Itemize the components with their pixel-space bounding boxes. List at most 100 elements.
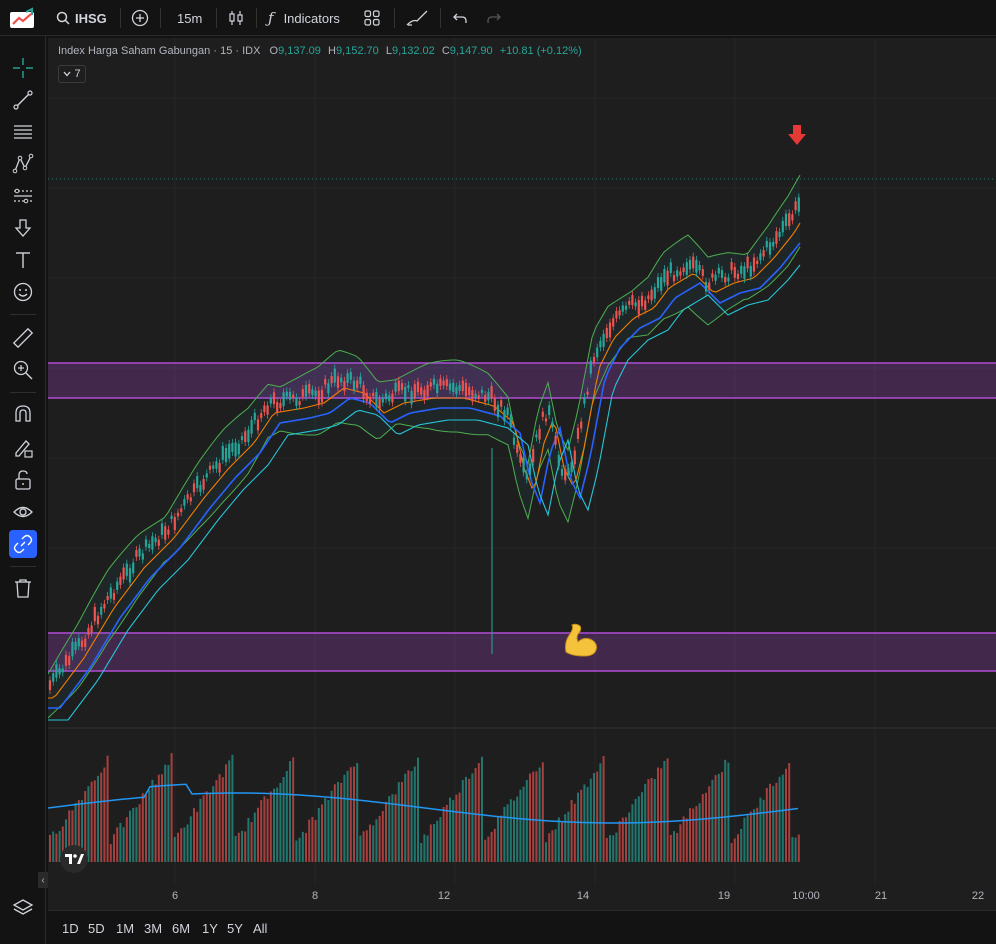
volume-bar (196, 811, 199, 862)
drawing-toolbar-button[interactable] (405, 0, 431, 36)
volume-bar (122, 827, 125, 862)
compare-button[interactable] (131, 0, 149, 36)
candle-body (80, 640, 84, 647)
flexed-biceps-emoji[interactable] (562, 622, 600, 665)
drawing-tools-sidebar (0, 36, 46, 944)
price-chart[interactable] (48, 38, 996, 884)
candle-body (205, 473, 208, 478)
forecast-tool[interactable] (9, 182, 37, 210)
candle-body (468, 386, 471, 395)
candle-body (340, 377, 343, 383)
candle-body (720, 270, 724, 278)
symbol-search[interactable]: IHSG (56, 0, 107, 36)
chart-pane[interactable] (48, 38, 996, 910)
candle-body (391, 393, 394, 403)
undo-button[interactable] (452, 0, 468, 36)
down-arrow-marker[interactable] (787, 124, 807, 151)
volume-bar (791, 837, 794, 862)
indicators-toggle-button[interactable]: 7 (58, 65, 86, 83)
volume-bar (333, 784, 336, 862)
volume-bar (506, 804, 509, 862)
candle-body (247, 429, 250, 443)
lock-drawings-tool[interactable] (9, 466, 37, 494)
volume-bar (209, 792, 211, 862)
sync-drawings-tool[interactable] (9, 530, 37, 558)
volume-bar (356, 762, 359, 862)
volume-bar (161, 774, 163, 862)
candle-body (410, 391, 413, 405)
volume-bar (772, 786, 775, 862)
candle-body (132, 562, 135, 574)
volume-bar (484, 839, 487, 862)
ma-blue (48, 242, 801, 709)
range-button-6m[interactable]: 6M (172, 921, 191, 936)
volume-bar (397, 782, 400, 862)
volume-bar (154, 784, 157, 862)
volume-bar (65, 819, 67, 862)
candle-body (618, 310, 621, 316)
interval-button[interactable]: 15m (177, 10, 203, 26)
volume-bar (452, 800, 455, 862)
volume-bar (541, 762, 544, 862)
stay-in-drawing-tool[interactable] (9, 434, 37, 462)
candle-body (548, 405, 551, 416)
resistance-zone (48, 363, 996, 398)
candle-body (311, 389, 314, 396)
volume-bar (785, 768, 787, 862)
text-tool[interactable] (9, 246, 37, 274)
candle-body (96, 615, 100, 625)
volume-bar (97, 775, 99, 862)
volume-bar (212, 786, 215, 862)
candle-body (125, 563, 128, 576)
candle-body (605, 327, 608, 339)
app-logo[interactable] (0, 0, 46, 36)
trendline-tool[interactable] (9, 86, 37, 114)
candle-body (356, 380, 359, 389)
range-button-5d[interactable]: 5D (88, 921, 105, 936)
hide-drawings-tool[interactable] (9, 498, 37, 526)
indicators-label: Indicators (283, 10, 340, 26)
chart-type-button[interactable] (227, 0, 245, 36)
zoom-tool[interactable] (9, 356, 37, 384)
tradingview-logo[interactable] (60, 845, 88, 873)
candle-body (762, 250, 765, 257)
symbol-name: IHSG (75, 10, 107, 26)
volume-bar (781, 774, 784, 862)
time-axis[interactable]: 6 8 12 14 19 10:00 21 22 (48, 884, 996, 910)
crosshair-tool[interactable] (9, 54, 37, 82)
fib-tool[interactable] (9, 118, 37, 146)
ma-cyan (48, 264, 801, 721)
range-button-1d[interactable]: 1D (62, 921, 79, 936)
indicators-button[interactable]: ƒ Indicators (268, 0, 340, 36)
range-button-1m[interactable]: 1M (116, 921, 135, 936)
candle-body (621, 305, 624, 312)
magnet-tool[interactable] (9, 400, 37, 428)
candle-body (208, 465, 212, 470)
candle-body (794, 201, 797, 211)
volume-bar (442, 807, 445, 862)
range-button-3m[interactable]: 3M (144, 921, 163, 936)
remove-drawings-tool[interactable] (9, 574, 37, 602)
volume-bar (711, 779, 714, 862)
measure-tool[interactable] (9, 324, 37, 352)
templates-button[interactable] (364, 0, 380, 36)
volume-bar (692, 808, 695, 862)
range-button-1y[interactable]: 1Y (202, 921, 218, 936)
arrow-tool[interactable] (9, 214, 37, 242)
candle-body (503, 409, 506, 422)
candle-body (266, 405, 269, 415)
object-tree-button[interactable] (9, 894, 37, 922)
volume-bar (493, 828, 496, 862)
emoji-tool[interactable] (9, 278, 37, 306)
redo-button[interactable] (486, 0, 502, 36)
pattern-tool[interactable] (9, 150, 37, 178)
volume-bar (244, 831, 247, 862)
volume-bar (769, 783, 771, 862)
range-button-5y[interactable]: 5Y (227, 921, 243, 936)
collapse-sidebar-button[interactable]: ‹ (38, 872, 48, 888)
range-button-all[interactable]: All (253, 921, 268, 936)
volume-bar (698, 803, 701, 862)
legend-close-label: C (441, 45, 450, 57)
volume-bar (522, 786, 525, 862)
candle-body (199, 484, 202, 492)
